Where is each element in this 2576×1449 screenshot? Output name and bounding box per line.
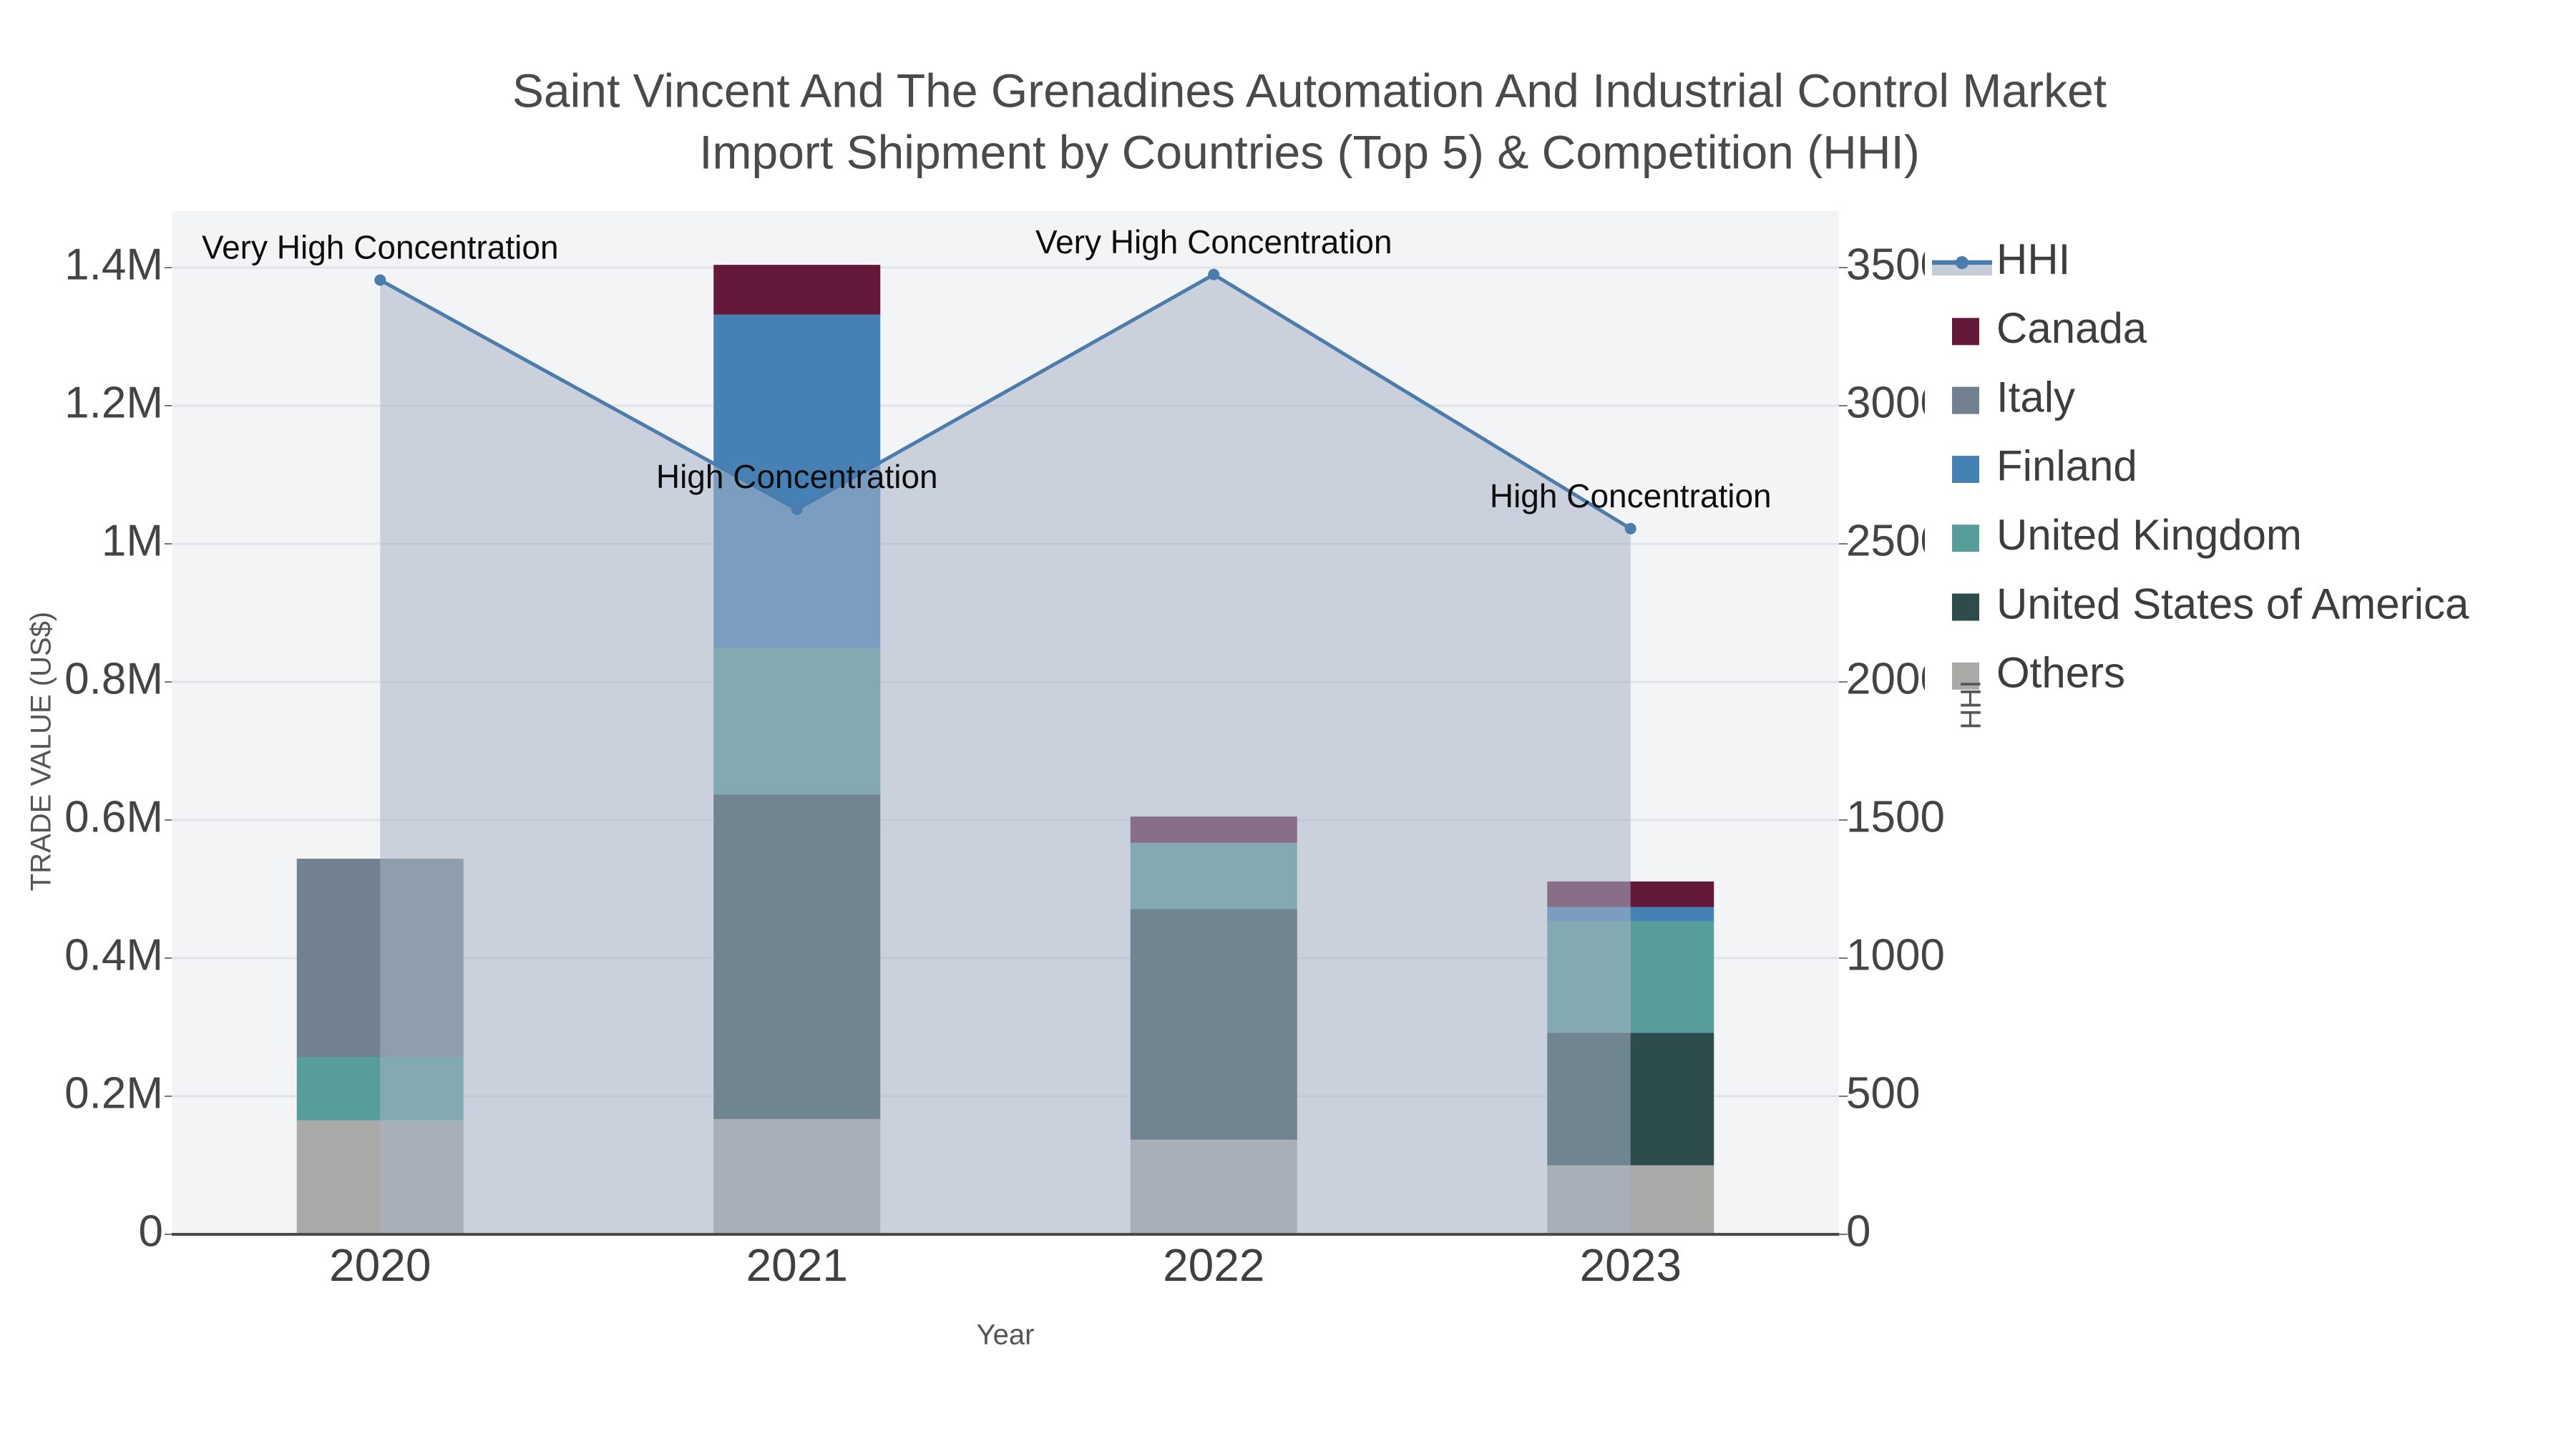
hhi-line [374, 268, 1636, 535]
legend-background [1925, 236, 2573, 719]
chart-title-line1: Saint Vincent And The Grenadines Automat… [512, 64, 2107, 117]
x-tick-label-2023: 2023 [1580, 1239, 1682, 1291]
y-left-tick-label: 1.4M [64, 240, 163, 289]
x-tick-label-2022: 2022 [1163, 1239, 1264, 1291]
hhi-line-path [379, 272, 1632, 530]
hhi-area [380, 274, 1631, 1234]
y-right-tick-label: 0 [1846, 1206, 1870, 1256]
hhi-legend-marker [1956, 256, 1968, 269]
y-right-axis-title: HHI [1956, 680, 1987, 730]
y-left-tick-label: 1M [102, 516, 163, 565]
legend-swatch-canada [1952, 318, 1979, 346]
hhi-marker-2022 [1208, 268, 1220, 280]
hhi-marker-2021 [791, 503, 803, 515]
annotation-2022: Very High Concentration [1035, 223, 1392, 260]
x-tick-label-2021: 2021 [746, 1239, 848, 1291]
annotations: Very High Concentration High Concentratio… [202, 223, 1772, 514]
legend-item-italy[interactable]: Italy [1952, 373, 2075, 421]
legend-label: United States of America [1996, 580, 2469, 628]
legend-swatch-united-kingdom [1952, 525, 1979, 552]
legend-swatch-others [1952, 662, 1979, 690]
x-axis-title: Year [977, 1319, 1035, 1351]
legend: HHI Canada Italy Finland United Kingdom Unite… [1925, 235, 2573, 730]
annotation-2023: High Concentration [1490, 477, 1772, 514]
y-left-tick-label: 0.2M [64, 1068, 163, 1118]
y-left-tick-label: 0.4M [64, 930, 163, 980]
y-left-tick-label: 0.6M [64, 792, 163, 841]
y-right-tick-label: 500 [1846, 1068, 1920, 1118]
hhi-area-fill [380, 274, 1631, 1234]
y-left-tick-label: 1.2M [64, 378, 163, 427]
legend-swatch-finland [1952, 455, 1979, 483]
legend-label: Canada [1996, 304, 2147, 352]
y-left-tick-label: 0.8M [64, 654, 163, 703]
legend-label: United Kingdom [1996, 511, 2302, 559]
y-right-tick-label: 1500 [1846, 792, 1945, 841]
legend-swatch-italy [1952, 386, 1979, 414]
legend-item-finland[interactable]: Finland [1952, 442, 2137, 490]
legend-label: Finland [1996, 442, 2137, 490]
legend-item-canada[interactable]: Canada [1952, 304, 2147, 352]
legend-item-united-states-of-america[interactable]: United States of America [1952, 580, 2469, 628]
hhi-marker-2020 [374, 274, 386, 286]
x-tick-label-2020: 2020 [329, 1239, 431, 1291]
bar-segment-canada-2021 [713, 265, 881, 315]
legend-item-hhi[interactable]: HHI [1932, 235, 2070, 283]
chart-title-line2: Import Shipment by Countries (Top 5) & C… [699, 125, 1920, 178]
legend-item-united-kingdom[interactable]: United Kingdom [1952, 511, 2302, 559]
legend-label: HHI [1996, 235, 2070, 283]
annotation-2021: High Concentration [656, 458, 938, 495]
legend-item-others[interactable]: Others [1952, 649, 2125, 697]
y-right-tick-label: 1000 [1846, 930, 1945, 980]
y-left-axis-title: TRADE VALUE (US$) [26, 612, 57, 891]
legend-swatch-united-states-of-america [1952, 593, 1979, 621]
annotation-2020: Very High Concentration [202, 229, 559, 266]
y-left-tick-label: 0 [139, 1206, 163, 1256]
legend-label: Italy [1996, 373, 2075, 421]
hhi-marker-2023 [1624, 522, 1636, 535]
legend-label: Others [1996, 649, 2125, 697]
